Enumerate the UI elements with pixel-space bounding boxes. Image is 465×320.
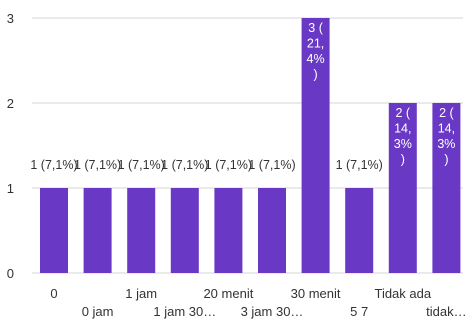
data-label-line: 3 ( [308,21,323,35]
data-label-line: ) [401,153,405,167]
data-label: 1 (7,1%) [336,158,383,172]
y-tick-label: 3 [7,11,14,26]
data-label-line: 2 ( [439,106,454,120]
y-tick-label: 1 [7,181,14,196]
data-label-line: 2 ( [396,106,411,120]
x-tick-label: 3 jam 30… [241,304,304,319]
data-label: 2 ( 14, 3%) [437,106,455,167]
data-label: 1 (7,1%) [161,158,208,172]
bar [301,18,330,273]
x-tick-label: 30 menit [291,286,341,301]
data-label: 3 ( 21, 4%) [307,21,325,82]
y-tick-label: 2 [7,96,14,111]
x-tick-label: 1 jam [125,286,157,301]
data-label-line: 3% [394,137,412,151]
data-label-line: 14, [394,122,411,136]
bar [214,188,243,273]
data-label-line: 14, [438,122,455,136]
x-tick-label: tidak… [426,304,465,319]
bar [258,188,286,273]
bar [83,188,112,273]
bar [388,103,417,273]
data-label: 1 (7,1%) [205,158,252,172]
x-tick-label: 5 7 [350,304,368,319]
bar [127,188,156,273]
data-label-line: ) [444,153,448,167]
x-tick-label: 1 jam 30… [153,304,216,319]
x-tick-label: 0 jam [82,304,114,319]
bar [40,188,68,273]
x-tick-label: 0 [50,286,57,301]
data-label-line: 3% [437,137,455,151]
data-label: 1 (7,1%) [118,158,165,172]
x-tick-label: Tidak ada [374,286,431,301]
y-tick-label: 0 [7,266,14,281]
data-label: 1 (7,1%) [74,158,121,172]
bar [345,188,374,273]
data-label: 1 (7,1%) [248,158,295,172]
data-label-line: 21, [307,37,324,51]
data-label-line: 4% [307,52,325,66]
bar [432,103,461,273]
x-tick-label: 20 menit [203,286,253,301]
bar [170,188,199,273]
data-label: 2 ( 14, 3%) [394,106,412,167]
data-label: 1 (7,1%) [30,158,77,172]
data-label-line: ) [314,68,318,82]
